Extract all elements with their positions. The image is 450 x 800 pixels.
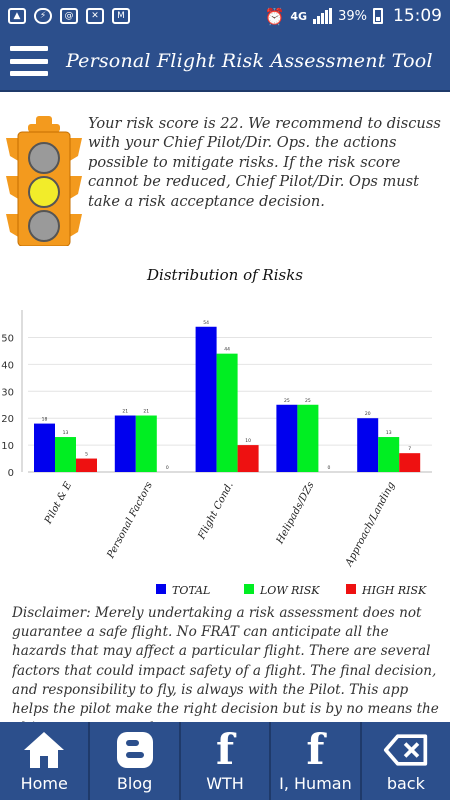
legend-swatch	[346, 584, 356, 594]
x-tick-label: Helipads/DZs	[274, 480, 316, 546]
legend-label: HIGH RISK	[361, 584, 427, 597]
blogger-icon	[112, 730, 158, 770]
data-label: 25	[284, 398, 290, 404]
home-label: Home	[20, 774, 68, 793]
i-human-label: I, Human	[279, 774, 352, 793]
data-label: 20	[365, 411, 371, 417]
data-label: 18	[42, 417, 48, 423]
bar	[357, 418, 379, 472]
menu-icon[interactable]	[10, 46, 48, 76]
x-tick-label: Flight Cond.	[196, 480, 236, 542]
y-tick-label: 40	[1, 360, 14, 371]
home-button[interactable]: Home	[0, 722, 88, 800]
bar	[114, 415, 136, 472]
email-at-icon: @	[60, 8, 78, 24]
messenger-icon: ⚡	[34, 8, 52, 24]
gmail-icon: M	[112, 8, 130, 24]
mail-icon: ✕	[86, 8, 104, 24]
bar	[135, 415, 157, 472]
data-label: 21	[143, 409, 149, 415]
data-label: 13	[63, 430, 69, 436]
y-tick-label: 0	[8, 468, 14, 479]
bar	[237, 445, 259, 472]
data-label: 25	[305, 398, 311, 404]
signal-icon	[313, 8, 333, 24]
legend-swatch	[156, 584, 166, 594]
facebook-icon: f	[215, 725, 235, 774]
data-label: 10	[245, 438, 251, 444]
x-tick-label: Pilot & E	[42, 480, 74, 527]
data-label: 44	[224, 347, 230, 353]
y-tick-label: 50	[1, 334, 14, 345]
wth-button[interactable]: f WTH	[178, 722, 269, 800]
traffic-light-icon	[6, 116, 82, 246]
bar	[378, 437, 400, 472]
data-label: 0	[166, 465, 169, 471]
data-label: 13	[386, 430, 392, 436]
chart-title: Distribution of Risks	[147, 266, 303, 284]
bar	[55, 437, 76, 472]
data-label: 7	[408, 446, 411, 452]
risk-distribution-chart: 0 10 20 30 40 50 18 13 5 Pilot & E 21 21 0 Personal F…	[1, 310, 432, 597]
notification-icons: ▲ ⚡ @ ✕ M	[8, 8, 130, 24]
bar	[399, 453, 421, 472]
blog-button[interactable]: Blog	[88, 722, 178, 800]
backspace-icon	[383, 730, 429, 770]
legend-label: TOTAL	[172, 584, 210, 597]
bottom-nav: Home Blog f WTH f I, Human back	[0, 722, 450, 800]
app-header: Personal Flight Risk Assessment Tool	[0, 32, 450, 92]
facebook-icon: f	[306, 725, 325, 774]
data-label: 21	[122, 409, 128, 415]
data-label: 54	[203, 320, 209, 326]
blog-label: Blog	[116, 774, 153, 793]
disclaimer-text: Disclaimer: Merely undertaking a risk as…	[12, 605, 439, 722]
status-bar: ▲ ⚡ @ ✕ M ⏰ 4G 39% 15:09	[0, 0, 450, 32]
wth-label: WTH	[206, 774, 244, 793]
bar	[34, 423, 55, 472]
i-human-button[interactable]: f I, Human	[269, 722, 359, 800]
data-label: 5	[85, 452, 88, 458]
y-tick-label: 20	[1, 414, 14, 425]
x-tick-label: Approach/Landing	[343, 480, 397, 569]
y-tick-label: 30	[1, 387, 14, 398]
risk-message: Your risk score is 22. We recommend to d…	[88, 115, 441, 210]
clock: 15:09	[393, 6, 442, 26]
risk-summary: Your risk score is 22. We recommend to d…	[0, 108, 450, 246]
bar	[216, 353, 238, 472]
back-button[interactable]: back	[359, 722, 450, 800]
alarm-icon: ⏰	[264, 6, 285, 26]
app-title: Personal Flight Risk Assessment Tool	[66, 50, 433, 72]
x-tick-label: Personal Factors	[105, 480, 155, 561]
gallery-icon: ▲	[8, 8, 26, 24]
bar	[195, 326, 217, 472]
bar	[76, 458, 97, 472]
battery-percent: 39%	[338, 8, 367, 24]
bar	[297, 404, 319, 472]
bar	[276, 404, 298, 472]
back-label: back	[386, 774, 425, 793]
network-type: 4G	[290, 9, 308, 23]
legend-swatch	[244, 584, 254, 594]
y-tick-label: 10	[1, 441, 14, 452]
battery-icon	[373, 8, 383, 24]
legend-label: LOW RISK	[259, 584, 320, 597]
data-label: 0	[327, 465, 330, 471]
home-icon	[21, 730, 67, 770]
